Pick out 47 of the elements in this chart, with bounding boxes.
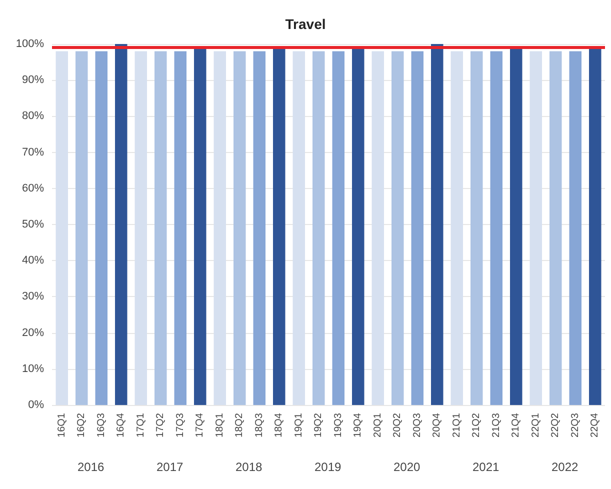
y-tick-label: 10%	[22, 362, 44, 375]
x-tick-label: 22Q1	[530, 412, 542, 438]
y-tick-label: 80%	[22, 110, 44, 122]
text: 2022	[552, 460, 579, 474]
x-tick-label: 16Q3	[96, 412, 107, 438]
y-tick-label: 50%	[22, 218, 44, 230]
x-tick-label: 18Q4	[274, 412, 285, 438]
x-tick-label: 16Q2	[76, 412, 88, 438]
x-tick-label: 20Q1	[372, 412, 384, 438]
x-tick-label: 22Q3	[570, 412, 581, 438]
x-tick-label: 22Q4	[590, 412, 601, 438]
text: 2016	[78, 460, 105, 474]
x-tick-label: 20Q4	[432, 412, 443, 438]
y-tick-label: 0%	[28, 399, 44, 411]
y-tick-label: 40%	[22, 254, 44, 267]
chart-title: Travel	[285, 16, 326, 32]
x-tick-label: 17Q3	[174, 412, 186, 438]
x-tick-label: 19Q1	[293, 412, 304, 438]
x-tick-label: 17Q2	[155, 412, 166, 438]
text: 2021	[472, 460, 500, 474]
x-tick-label: 17Q4	[194, 412, 206, 438]
y-tick-label: 90%	[22, 74, 44, 86]
y-tick-label: 20%	[22, 326, 44, 339]
y-tick-label: 70%	[22, 146, 44, 158]
x-tick-label: 17Q1	[135, 412, 146, 438]
x-tick-label: 21Q1	[451, 412, 462, 438]
x-tick-label: 19Q2	[313, 412, 324, 438]
text: 2018	[236, 460, 263, 474]
y-tick-label: 30%	[22, 290, 44, 303]
x-tick-label: 20Q3	[412, 412, 423, 438]
x-tick-label: 16Q1	[56, 412, 68, 438]
text: 2020	[394, 460, 421, 474]
x-tick-label: 22Q2	[550, 412, 562, 438]
x-tick-label: 19Q3	[332, 412, 344, 438]
x-tick-label: 19Q4	[352, 412, 364, 438]
y-tick-label: 100%	[16, 38, 44, 50]
x-tick-label: 16Q4	[116, 412, 127, 438]
text: 2019	[314, 460, 342, 474]
x-tick-label: 18Q2	[234, 412, 246, 438]
x-tick-label: 21Q4	[510, 412, 522, 438]
x-tick-label: 18Q3	[254, 412, 265, 438]
text: 2017	[156, 460, 184, 474]
x-tick-label: 18Q1	[214, 412, 226, 438]
x-tick-label: 20Q2	[392, 412, 404, 438]
x-tick-label: 21Q3	[490, 412, 502, 438]
x-tick-label: 21Q2	[471, 412, 482, 438]
y-tick-label: 60%	[22, 182, 44, 194]
